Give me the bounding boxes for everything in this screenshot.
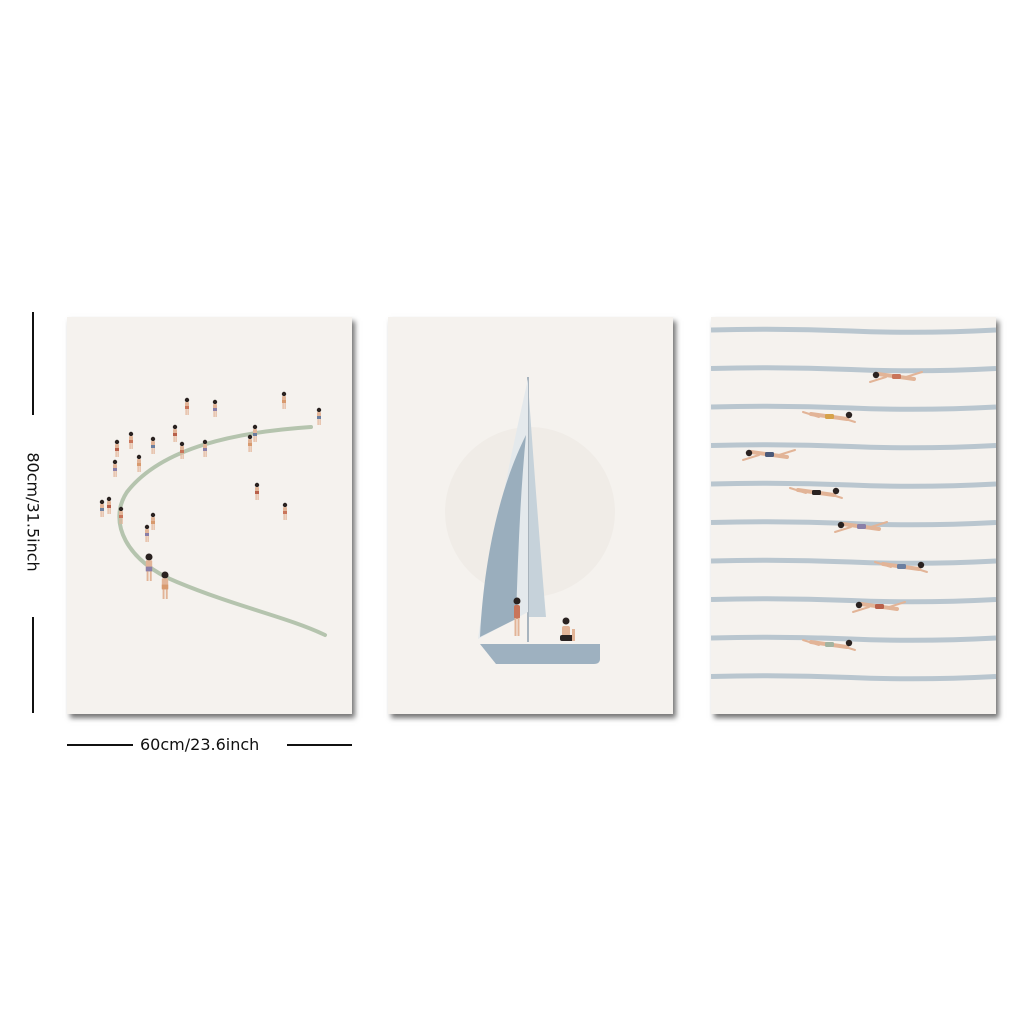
- beach-person: [254, 482, 260, 500]
- swimmer: [834, 521, 888, 533]
- beach-person: [316, 407, 322, 425]
- jib-sail: [480, 435, 526, 637]
- width-dimension-label: 60cm/23.6inch: [140, 735, 260, 754]
- swimmer: [869, 371, 923, 383]
- beach-person: [172, 424, 178, 442]
- beach-person: [184, 397, 190, 415]
- standing-sailor: [513, 597, 521, 636]
- height-dimension-label: 80cm/31.5inch: [23, 452, 43, 572]
- canvas-panel-beach: [67, 317, 352, 714]
- shoreline-curve: [117, 425, 327, 637]
- beach-person: [202, 439, 208, 457]
- water-stripe: [711, 442, 996, 451]
- water-stripe: [711, 326, 996, 335]
- width-dimension-line-right: [287, 744, 352, 746]
- beach-person: [179, 441, 185, 459]
- sailboat-illustration: [445, 377, 615, 664]
- width-dimension-line-left: [67, 744, 133, 746]
- beach-person: [136, 454, 142, 472]
- swimmer: [874, 561, 928, 573]
- beach-figures: [99, 391, 322, 599]
- hull: [480, 644, 600, 664]
- height-dimension-line-top: [32, 312, 34, 415]
- canvas-panel-swimmers: [711, 317, 996, 714]
- water-stripe: [711, 596, 996, 605]
- beach-person: [161, 571, 169, 599]
- water-stripe: [711, 673, 996, 682]
- water-stripe: [711, 365, 996, 374]
- beach-person: [112, 459, 118, 477]
- swimmer: [802, 411, 856, 423]
- headsail: [529, 397, 546, 617]
- beach-person: [150, 512, 156, 530]
- beach-person: [281, 391, 287, 409]
- height-dimension-line-bottom: [32, 617, 34, 713]
- beach-person: [247, 434, 253, 452]
- water-stripe: [711, 403, 996, 412]
- beach-person: [212, 399, 218, 417]
- swimmer: [802, 639, 856, 651]
- beach-person: [114, 439, 120, 457]
- swimmers-illustration: [711, 326, 996, 682]
- beach-person: [252, 424, 258, 442]
- swimmers: [742, 371, 928, 651]
- swimmer: [742, 449, 796, 461]
- swimmer: [852, 601, 906, 613]
- beach-person: [145, 553, 153, 581]
- beach-person: [150, 436, 156, 454]
- water-stripe: [711, 557, 996, 566]
- beach-person: [118, 506, 124, 524]
- water-stripes: [711, 326, 996, 682]
- beach-illustration: [99, 391, 327, 637]
- beach-person: [106, 496, 112, 514]
- swimmer: [789, 487, 843, 499]
- beach-person: [282, 502, 288, 520]
- water-stripe: [711, 634, 996, 643]
- beach-person: [144, 524, 150, 542]
- water-stripe: [711, 480, 996, 489]
- sitting-sailor: [560, 617, 575, 641]
- beach-person: [128, 431, 134, 449]
- canvas-panel-sailboat: [388, 317, 673, 714]
- beach-person: [99, 499, 105, 517]
